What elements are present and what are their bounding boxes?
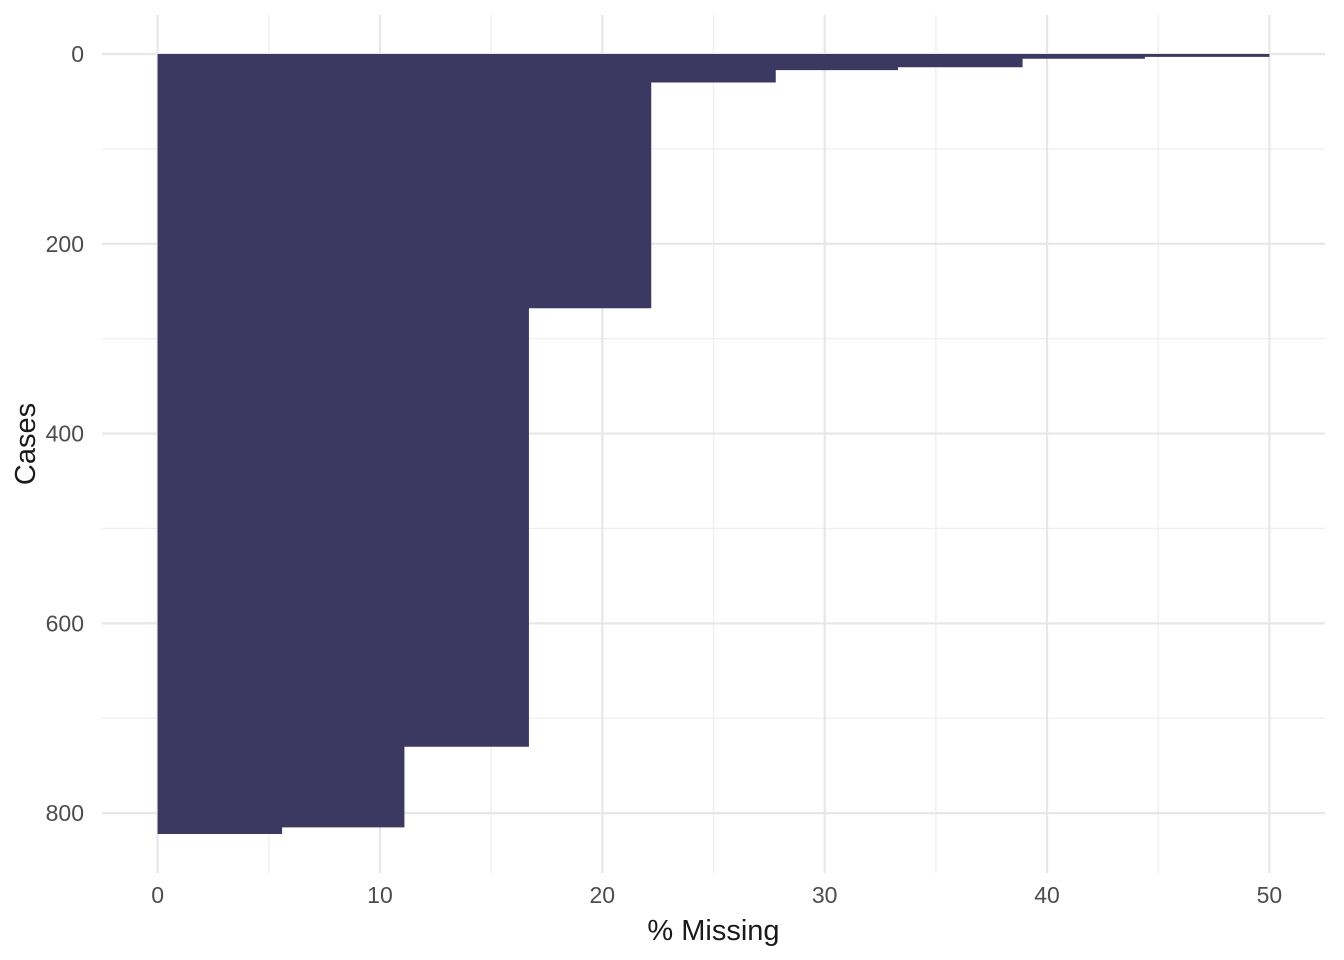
x-tick-label-10: 10 [367, 882, 393, 908]
y-tick-label-0: 0 [71, 41, 84, 67]
y-tick-label-200: 200 [46, 231, 84, 257]
x-tick-label-50: 50 [1257, 882, 1283, 908]
y-tick-label-800: 800 [46, 800, 84, 826]
x-axis-title: % Missing [647, 915, 779, 947]
x-tick-label-40: 40 [1034, 882, 1060, 908]
missingness-staircase-shape [157, 54, 1270, 834]
y-axis-tick-labels: 0 200 400 600 800 [46, 41, 84, 826]
x-tick-label-0: 0 [151, 882, 164, 908]
y-axis-title: Cases [10, 403, 42, 485]
case-missingness-staircase [157, 54, 1270, 834]
x-tick-label-30: 30 [812, 882, 838, 908]
x-axis-tick-labels: 0 10 20 30 40 50 [151, 882, 1282, 908]
x-tick-label-20: 20 [590, 882, 616, 908]
y-tick-label-600: 600 [46, 610, 84, 636]
y-tick-label-400: 400 [46, 421, 84, 447]
